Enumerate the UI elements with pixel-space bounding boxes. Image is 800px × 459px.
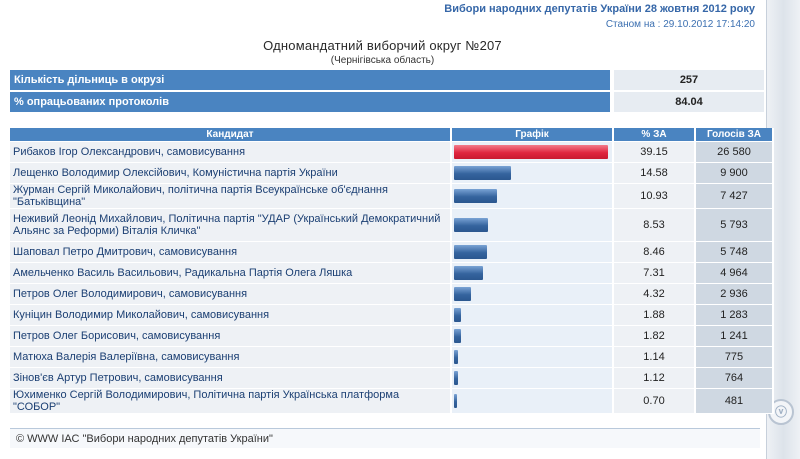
candidate-name: Лещенко Володимир Олексійович, Комуністи… [10,162,452,184]
result-chart-cell [451,346,614,368]
result-chart-cell [451,183,614,209]
result-bar [454,218,488,232]
election-title: Вибори народних депутатів України 28 жов… [444,3,755,15]
candidate-name: Рибаков Ігор Олександрович, самовисуванн… [10,141,452,163]
result-bar [454,245,487,259]
result-chart-cell [451,283,614,305]
candidate-name: Неживий Леонід Михайлович, Політична пар… [10,208,452,242]
votes-value: 7 427 [695,183,774,209]
votes-value: 5 793 [695,208,774,242]
result-bar [454,287,471,301]
votes-value: 1 241 [695,325,774,347]
stat-value-precincts: 257 [610,70,764,92]
table-row: Юхименко Сергій Володимирович, Політична… [10,388,774,414]
percent-value: 14.58 [613,162,696,184]
result-chart-cell [451,262,614,284]
district-title: Одномандатний виборчий округ №207 [263,38,502,53]
votes-value: 481 [695,388,774,414]
table-row: Шаповал Петро Дмитрович, самовисування 8.… [10,241,774,263]
result-bar [454,394,457,408]
footer-copyright: © WWW ІАС "Вибори народних депутатів Укр… [10,428,760,448]
result-bar [454,329,461,343]
stat-label-protocols: % опрацьованих протоколів [10,91,612,114]
candidate-name: Петров Олег Борисович, самовисування [10,325,452,347]
result-bar [454,371,458,385]
votes-value: 764 [695,367,774,389]
results-header-row: Кандидат Графік % ЗА Голосів ЗА [10,128,774,142]
table-row: Неживий Леонід Михайлович, Політична пар… [10,208,774,242]
stats-row: % опрацьованих протоколів 84.04 [10,91,764,114]
result-chart-cell [451,304,614,326]
votes-value: 1 283 [695,304,774,326]
votes-value: 5 748 [695,241,774,263]
votes-value: 9 900 [695,162,774,184]
candidate-name: Шаповал Петро Дмитрович, самовисування [10,241,452,263]
stat-label-precincts: Кількість дільниць в окрузі [10,70,612,92]
percent-value: 39.15 [613,141,696,163]
column-header-candidate[interactable]: Кандидат [10,128,452,142]
percent-value: 8.46 [613,241,696,263]
percent-value: 7.31 [613,262,696,284]
result-chart-cell [451,208,614,242]
result-chart-cell [451,141,614,163]
table-row: Куніцин Володимир Миколайович, самовисув… [10,304,774,326]
result-bar [454,266,483,280]
table-row: Петров Олег Борисович, самовисування 1.82… [10,325,774,347]
result-bar [454,350,458,364]
percent-value: 10.93 [613,183,696,209]
column-header-chart[interactable]: Графік [451,128,614,142]
status-timestamp: Станом на : 29.10.2012 17:14:20 [605,19,755,30]
candidate-name: Амельченко Василь Васильович, Радикальна… [10,262,452,284]
column-header-votes[interactable]: Голосів ЗА [695,128,774,142]
votes-value: 26 580 [695,141,774,163]
votes-value: 775 [695,346,774,368]
stat-value-protocols: 84.04 [610,91,764,114]
stats-row: Кількість дільниць в окрузі 257 [10,70,764,92]
result-bar [454,308,461,322]
table-row: Лещенко Володимир Олексійович, Комуністи… [10,162,774,184]
percent-value: 0.70 [613,388,696,414]
table-row: Зінов'єв Артур Петрович, самовисування 1.… [10,367,774,389]
result-chart-cell [451,241,614,263]
result-chart-cell [451,162,614,184]
result-bar [454,166,511,180]
percent-value: 1.14 [613,346,696,368]
percent-value: 8.53 [613,208,696,242]
results-table: Кандидат Графік % ЗА Голосів ЗА Рибаков … [10,128,774,414]
candidate-name: Журман Сергій Миколайович, політична пар… [10,183,452,209]
result-bar [454,145,608,159]
candidate-name: Зінов'єв Артур Петрович, самовисування [10,367,452,389]
percent-value: 1.88 [613,304,696,326]
table-row: Матюха Валерія Валеріївна, самовисування… [10,346,774,368]
result-chart-cell [451,367,614,389]
percent-value: 4.32 [613,283,696,305]
table-row: Амельченко Василь Васильович, Радикальна… [10,262,774,284]
district-stats-table: Кількість дільниць в окрузі 257 % опраць… [10,70,764,114]
candidate-name: Петров Олег Володимирович, самовисування [10,283,452,305]
candidate-name: Матюха Валерія Валеріївна, самовисування [10,346,452,368]
candidate-name: Куніцин Володимир Миколайович, самовисув… [10,304,452,326]
table-row: Рибаков Ігор Олександрович, самовисуванн… [10,141,774,163]
district-region: (Чернігівська область) [330,55,435,66]
table-row: Петров Олег Володимирович, самовисування… [10,283,774,305]
results-body: Рибаков Ігор Олександрович, самовисуванн… [10,141,774,414]
column-header-percent[interactable]: % ЗА [613,128,696,142]
percent-value: 1.12 [613,367,696,389]
result-chart-cell [451,325,614,347]
percent-value: 1.82 [613,325,696,347]
result-bar [454,189,497,203]
table-row: Журман Сергій Миколайович, політична пар… [10,183,774,209]
votes-value: 4 964 [695,262,774,284]
result-chart-cell [451,388,614,414]
candidate-name: Юхименко Сергій Володимирович, Політична… [10,388,452,414]
votes-value: 2 936 [695,283,774,305]
